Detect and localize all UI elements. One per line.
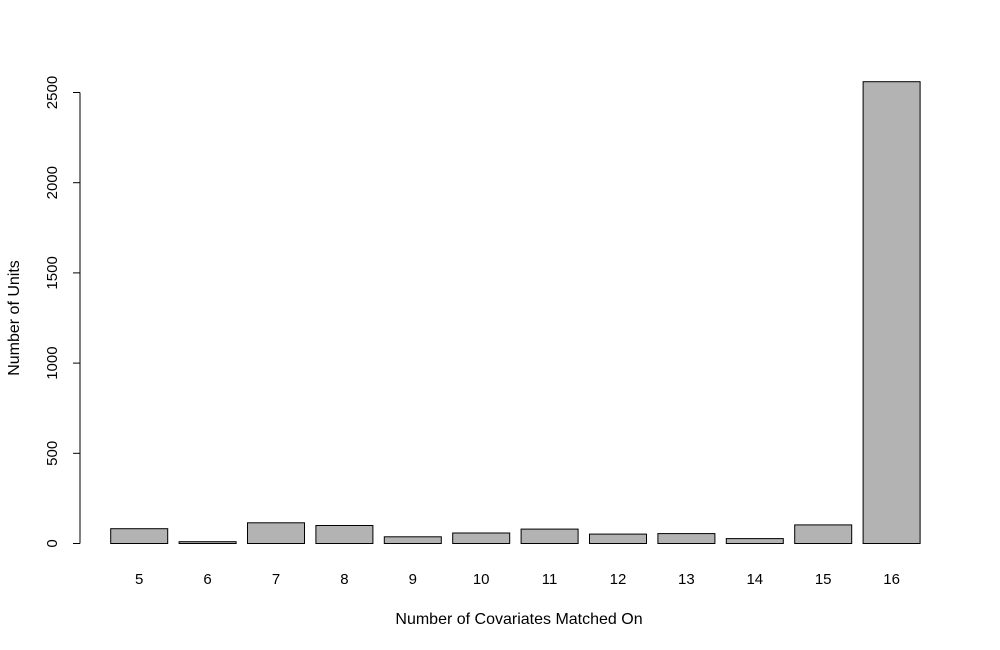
x-tick-label: 6 — [203, 571, 211, 588]
bar-5 — [110, 528, 169, 545]
x-tick-label: 10 — [473, 571, 490, 588]
bars-group — [110, 81, 921, 545]
bar-9 — [383, 536, 442, 544]
bar-16 — [862, 81, 921, 544]
bar-13 — [657, 533, 716, 544]
x-axis-labels: 5 6 7 8 9 10 11 12 13 14 15 16 — [135, 571, 900, 588]
y-tick-label: 500 — [44, 441, 61, 466]
bar-6 — [178, 541, 237, 545]
x-tick-label: 8 — [340, 571, 348, 588]
bar-8 — [315, 525, 374, 544]
y-tick-label: 1000 — [44, 346, 61, 379]
bar-15 — [794, 524, 853, 545]
x-tick-label: 9 — [409, 571, 417, 588]
bar-7 — [247, 522, 305, 544]
x-tick-label: 11 — [542, 571, 558, 588]
x-tick-label: 13 — [678, 571, 695, 588]
bar-12 — [589, 533, 647, 544]
x-tick-label: 5 — [135, 571, 143, 588]
bar-14 — [725, 538, 784, 544]
y-tick-label: 0 — [44, 539, 61, 547]
y-tick-label: 2500 — [44, 76, 61, 109]
x-tick-label: 7 — [272, 571, 280, 588]
x-tick-label: 14 — [746, 571, 763, 588]
x-tick-label: 16 — [883, 571, 900, 588]
y-tick-label: 2000 — [44, 166, 61, 199]
x-tick-label: 12 — [610, 571, 627, 588]
bar-11 — [520, 528, 579, 544]
y-axis-title: Number of Units — [6, 260, 23, 376]
y-tick-label: 1500 — [44, 256, 61, 289]
x-axis-title: Number of Covariates Matched On — [395, 611, 642, 628]
y-axis: 0 500 1000 1500 2000 2500 — [44, 76, 81, 548]
bar-10 — [452, 532, 511, 544]
x-tick-label: 15 — [815, 571, 832, 588]
